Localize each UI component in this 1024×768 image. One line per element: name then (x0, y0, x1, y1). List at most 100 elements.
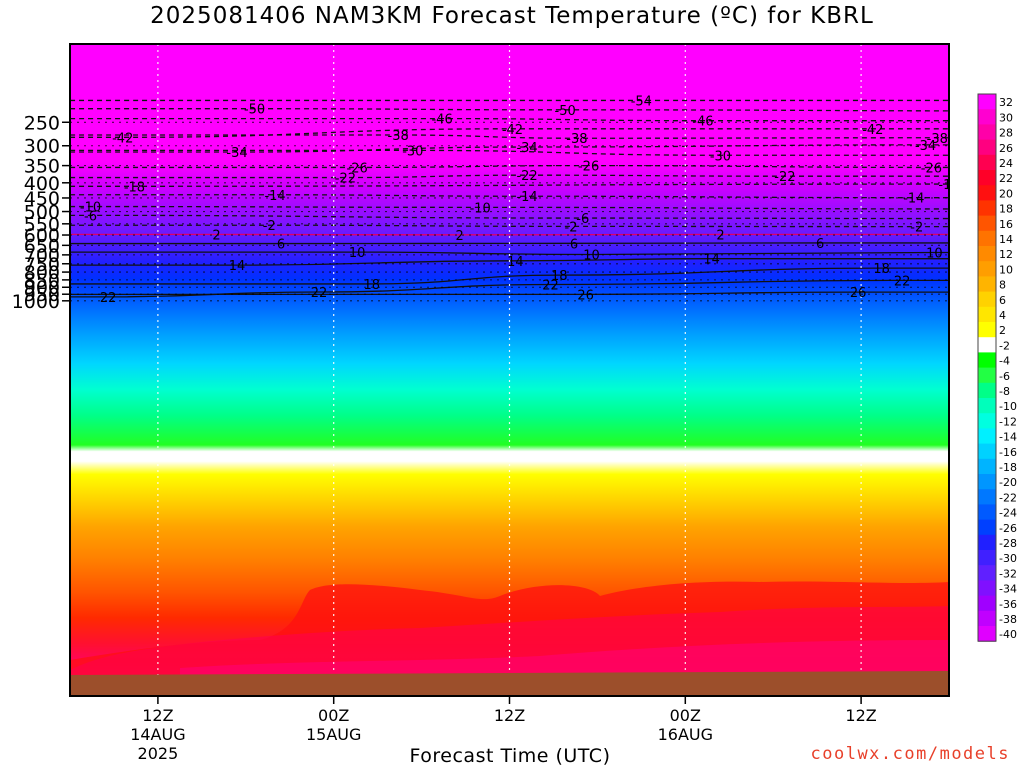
colorbar-swatch (978, 428, 996, 445)
isotherm-label: -6 (84, 209, 97, 224)
isotherm-line (70, 174, 949, 179)
x-tick-label: 00Z (670, 706, 701, 725)
y-tick-label: 650 (24, 235, 60, 257)
colorbar-label: -10 (999, 400, 1017, 413)
colorbar-label: -2 (999, 339, 1010, 352)
colorbar-swatch (978, 458, 996, 475)
isotherm-label: 10 (583, 249, 600, 264)
colorbar-swatch (978, 94, 996, 110)
isotherm-label: -14 (516, 190, 537, 205)
colorbar-label: 20 (999, 187, 1013, 200)
x-tick-label: 12Z (142, 706, 173, 725)
isotherm-label: -38 (927, 132, 948, 147)
isotherm-label: 6 (816, 237, 824, 252)
isotherm-label: -14 (264, 189, 285, 204)
colorbar-swatch (978, 215, 996, 232)
isotherm-label: -42 (502, 123, 523, 138)
isotherm-label: 26 (577, 288, 594, 303)
isotherm-label: -22 (335, 172, 356, 187)
y-tick-label: 500 (24, 202, 60, 224)
isotherm-line (70, 128, 949, 138)
colorbar-label: 28 (999, 127, 1013, 140)
y-tick-label: 550 (24, 214, 60, 236)
isotherm-line (70, 224, 949, 228)
isotherm-label: 22 (100, 291, 117, 306)
isotherm-label: 10 (926, 246, 943, 261)
isotherm-label: -2 (565, 220, 578, 235)
isotherm-line (70, 267, 949, 285)
isotherm-label: -42 (112, 131, 133, 146)
colorbar-label: 22 (999, 172, 1013, 185)
isotherm-line (70, 258, 949, 266)
colorbar-swatch (978, 185, 996, 201)
colorbar-label: -40 (999, 628, 1017, 641)
colorbar-label: -8 (999, 385, 1010, 398)
isotherm-line (70, 242, 949, 245)
y-tick-label: 850 (24, 270, 60, 292)
y-tick-label: 750 (24, 254, 60, 276)
isotherm-label: -2 (910, 221, 923, 236)
isotherm-label: -38 (388, 129, 409, 144)
colorbar-label: 18 (999, 203, 1013, 216)
colorbar-frame (977, 93, 997, 642)
x-tick-label: 12Z (494, 706, 525, 725)
colorbar-swatch (978, 124, 996, 141)
y-tick-label: 400 (24, 173, 60, 195)
isotherm-line (70, 205, 949, 210)
colorbar-swatch (978, 550, 996, 566)
colorbar-swatch (978, 139, 996, 156)
colorbar-label: -20 (999, 476, 1017, 489)
colorbar-label: 26 (999, 142, 1013, 155)
isotherm-label: -18 (938, 178, 959, 193)
colorbar-label: 8 (999, 279, 1006, 292)
isotherm-line (70, 194, 949, 199)
isotherm-label: 2 (212, 228, 220, 243)
y-tick-label: 300 (24, 136, 60, 158)
isotherm-label: 14 (703, 253, 720, 268)
x-tick-label: 2025 (138, 744, 179, 763)
y-tick-label: 1000 (12, 291, 60, 313)
isotherm-line (70, 117, 949, 122)
isotherm-line (70, 134, 949, 139)
isotherm-label: 18 (364, 278, 381, 293)
colorbar-label: -22 (999, 491, 1017, 504)
colorbar-label: -38 (999, 613, 1017, 626)
grid (70, 44, 949, 696)
isotherm-label: -26 (921, 161, 942, 176)
isotherm-line (70, 214, 949, 220)
colorbar-swatch (978, 489, 996, 505)
isotherm-label: 22 (542, 279, 559, 294)
colorbar-swatch (978, 595, 996, 612)
isotherm-line (70, 108, 949, 112)
colorbar-swatch (978, 200, 996, 217)
isotherm-label: -10 (80, 201, 101, 216)
y-tick-label: 450 (24, 188, 60, 210)
colorbar-label: -16 (999, 446, 1017, 459)
colorbar-label: 2 (999, 324, 1006, 337)
colorbar-label: 14 (999, 233, 1013, 246)
isotherm-label: 26 (850, 286, 867, 301)
colorbar-label: 24 (999, 157, 1013, 170)
colorbar-legend: 32 30 28 26 24 22 20 18 16 14 12 10 8 6 4 2 -2 -4 -6 -8 -10 -… (977, 93, 1017, 642)
colorbar-label: 4 (999, 309, 1006, 322)
chart-title: 2025081406 NAM3KM Forecast Temperature (… (150, 3, 874, 29)
colorbar-label: -30 (999, 552, 1017, 565)
y-tick-label: 350 (24, 156, 60, 178)
isotherm-labels: -54-50-50-50-46-46-42-42-42-38-38-38-34-… (80, 94, 959, 306)
colorbar-label: -12 (999, 415, 1017, 428)
isotherm-label: 18 (551, 269, 568, 284)
colorbar-label: -28 (999, 537, 1017, 550)
isotherm-label: -46 (431, 113, 452, 128)
ground (70, 671, 949, 696)
colorbar-swatch (978, 170, 996, 186)
y-tick-label: 700 (24, 245, 60, 267)
isotherm-label: 14 (229, 259, 246, 274)
colorbar-label: 10 (999, 263, 1013, 276)
colorbar-label: -34 (999, 583, 1017, 596)
colorbar-swatch (978, 337, 996, 353)
colorbar-swatch (978, 413, 996, 429)
isotherm-label: -22 (516, 169, 537, 184)
plot-area: -54-50-50-50-46-46-42-42-42-38-38-38-34-… (70, 44, 959, 696)
credit-watermark: coolwx.com/models (810, 744, 1010, 764)
